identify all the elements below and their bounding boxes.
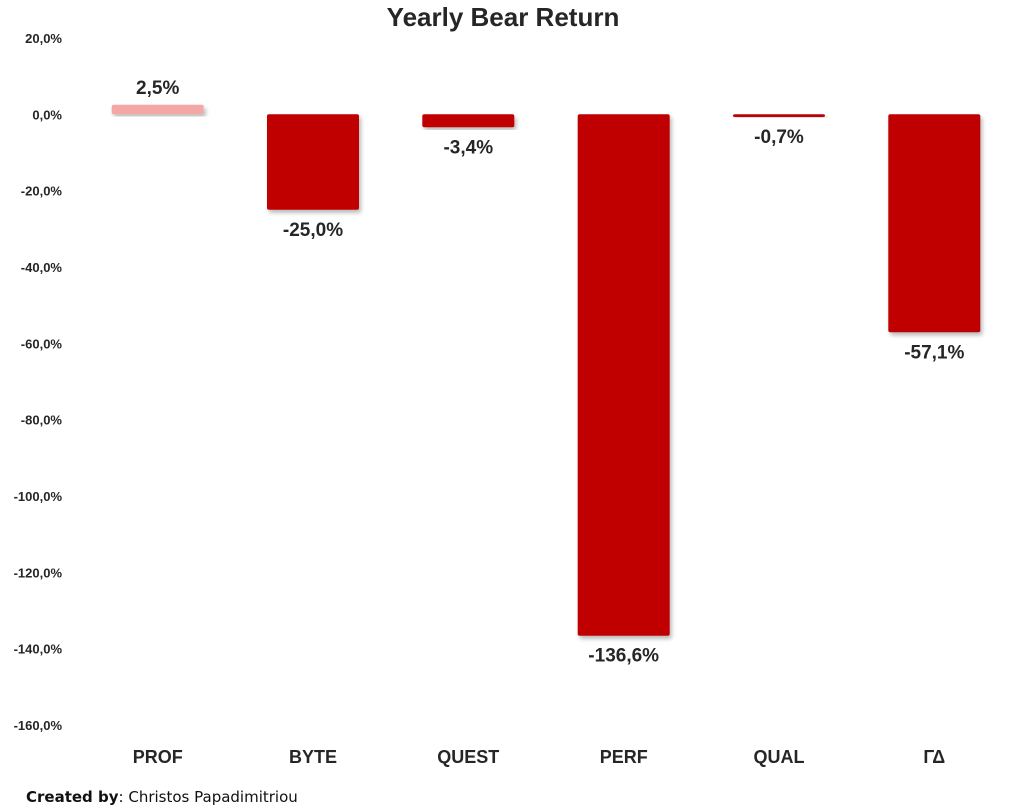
data-label: 2,5%: [136, 78, 179, 99]
y-tick-label: -40,0%: [21, 260, 63, 275]
bar-quest: [422, 114, 515, 128]
data-label: -25,0%: [283, 220, 343, 241]
x-axis: PROF BYTE QUEST PERF QUAL ΓΔ: [133, 747, 946, 767]
data-label: -57,1%: [904, 342, 964, 363]
bar-γδ: [888, 114, 981, 333]
y-tick-label: -100,0%: [14, 489, 63, 504]
bar-byte: [267, 114, 359, 210]
y-tick-label: -60,0%: [21, 336, 63, 351]
data-label: -136,6%: [588, 646, 659, 667]
x-tick-label: BYTE: [289, 747, 337, 767]
bars-group: [111, 104, 981, 636]
credit-author: Christos Papadimitriou: [128, 788, 298, 806]
credit-line: Created by: Christos Papadimitriou: [26, 788, 298, 806]
y-tick-label: -160,0%: [14, 718, 63, 733]
x-tick-label: PROF: [133, 747, 183, 767]
bar-prof: [111, 104, 204, 115]
data-label: -3,4%: [443, 137, 493, 158]
y-tick-label: -140,0%: [14, 642, 63, 657]
y-axis: 20,0% 0,0% -20,0% -40,0% -60,0% -80,0% -100,0%…: [14, 31, 63, 733]
chart-title: Yearly Bear Return: [387, 2, 620, 32]
y-tick-label: 0,0%: [32, 107, 62, 122]
x-tick-label: QUEST: [437, 747, 499, 767]
bar-qual: [733, 114, 825, 117]
y-tick-label: 20,0%: [25, 31, 62, 46]
bar-perf: [577, 114, 670, 636]
y-tick-label: -120,0%: [14, 565, 63, 580]
credit-separator: :: [118, 788, 129, 806]
credit-label: Created by: [26, 788, 119, 806]
data-label: -0,7%: [754, 127, 804, 148]
data-labels-group: 2,5% -25,0% -3,4% -136,6% -0,7% -57,1%: [136, 78, 964, 667]
x-tick-label: PERF: [600, 747, 648, 767]
x-tick-label: QUAL: [754, 747, 805, 767]
y-tick-label: -20,0%: [21, 184, 63, 199]
x-tick-label: ΓΔ: [923, 747, 945, 767]
y-tick-label: -80,0%: [21, 413, 63, 428]
